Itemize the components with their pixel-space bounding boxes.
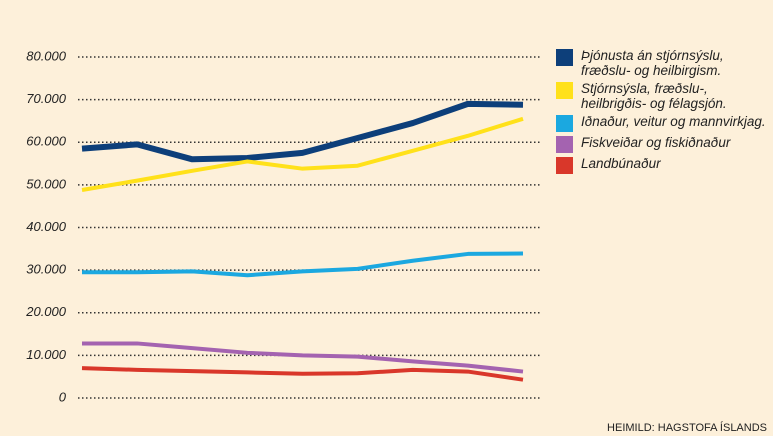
y-tick-label: 70.000 — [26, 91, 67, 106]
y-tick-label: 20.000 — [25, 304, 67, 319]
y-tick-label: 0 — [59, 389, 67, 404]
legend-item: Stjórnsýsla, fræðslu-, heilbrigðis- og f… — [556, 81, 768, 111]
series-line — [82, 104, 523, 159]
legend-swatch — [556, 136, 573, 153]
series-line — [82, 254, 523, 276]
legend-swatch — [556, 82, 573, 99]
page: 0 10.000 20.000 30.000 40.000 50.000 60.000 70.… — [0, 0, 773, 436]
y-tick-label: 10.000 — [26, 347, 67, 362]
legend-swatch — [556, 49, 573, 66]
legend-swatch — [556, 157, 573, 174]
legend: Þjónusta án stjórnsýslu, fræðslu- og hei… — [556, 48, 768, 177]
series-line — [82, 368, 523, 380]
legend-item: Þjónusta án stjórnsýslu, fræðslu- og hei… — [556, 48, 768, 78]
y-tick-label: 30.000 — [26, 262, 67, 277]
legend-swatch — [556, 115, 573, 132]
series-line — [82, 343, 523, 371]
legend-item: Fiskveiðar og fiskiðnaður — [556, 135, 768, 153]
legend-label: Landbúnaður — [581, 156, 661, 171]
legend-item: Landbúnaður — [556, 156, 768, 174]
legend-label: Iðnaður, veitur og mannvirkjag. — [581, 114, 766, 129]
source: HEIMILD: HAGSTOFA ÍSLANDS — [607, 422, 767, 434]
legend-label: Fiskveiðar og fiskiðnaður — [581, 135, 730, 150]
y-tick-label: 60.000 — [26, 134, 67, 149]
legend-label: Þjónusta án stjórnsýslu, fræðslu- og hei… — [581, 48, 768, 78]
y-tick-label: 80.000 — [26, 48, 67, 63]
legend-label: Stjórnsýsla, fræðslu-, heilbrigðis- og f… — [581, 81, 768, 111]
legend-item: Iðnaður, veitur og mannvirkjag. — [556, 114, 768, 132]
y-tick-label: 40.000 — [26, 219, 67, 234]
y-tick-label: 50.000 — [26, 176, 67, 191]
